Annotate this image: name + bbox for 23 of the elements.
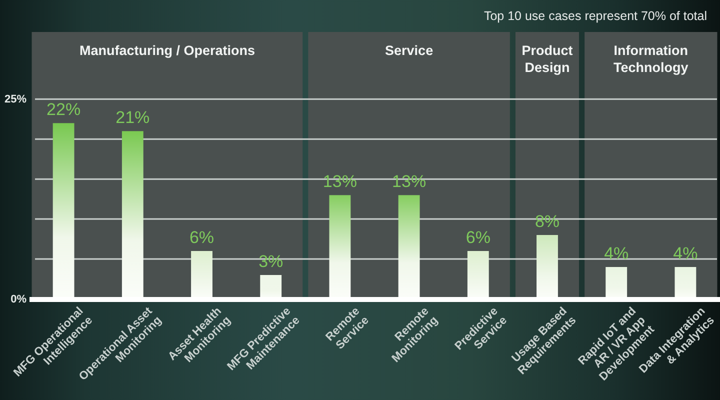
bar: [260, 275, 282, 299]
bar: [191, 251, 212, 299]
y-tick-label: 0%: [10, 294, 27, 306]
band-label: Service: [385, 43, 434, 58]
bar: [674, 267, 696, 299]
bar: [536, 235, 558, 299]
bar: [606, 267, 628, 299]
bar: [329, 195, 351, 299]
data-label: 22%: [46, 100, 81, 120]
band-label: Product Design: [522, 43, 574, 75]
bar: [52, 123, 74, 299]
data-label: 4%: [673, 244, 698, 264]
data-label: 21%: [116, 108, 150, 128]
y-tick-label: 25%: [4, 94, 27, 106]
data-label: 6%: [189, 228, 214, 248]
data-label: 4%: [604, 244, 629, 264]
data-label: 6%: [466, 228, 490, 248]
text: Top 10 use cases represent 70% of total: [484, 9, 707, 23]
bar: [122, 131, 144, 299]
band-label: Information Technology: [614, 43, 689, 75]
bar: [467, 251, 489, 299]
bar: [398, 195, 420, 299]
band-label: Manufacturing / Operations: [79, 43, 255, 58]
